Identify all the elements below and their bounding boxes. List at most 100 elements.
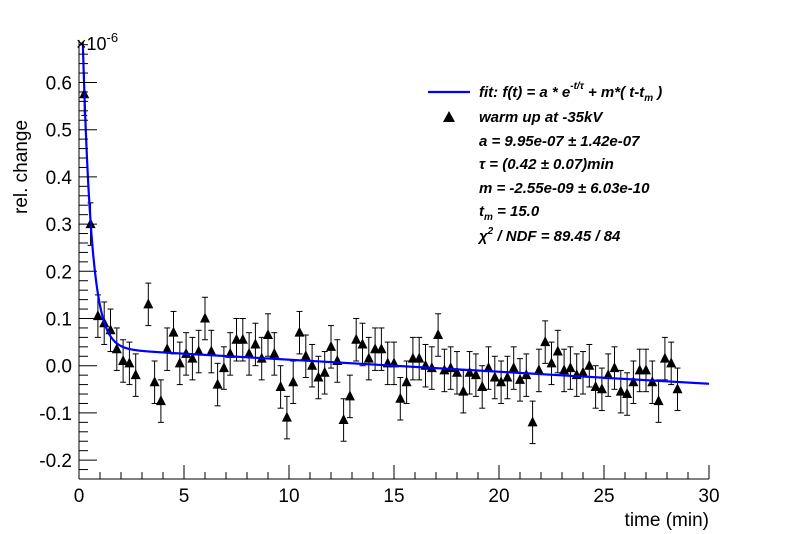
legend-param-tm: tm = 15.0 (479, 203, 540, 223)
triangle-marker (263, 329, 273, 340)
data-point (672, 367, 683, 412)
triangle-marker (174, 357, 185, 368)
triangle-marker (546, 357, 557, 368)
data-point (149, 360, 160, 404)
data-point (533, 348, 544, 393)
data-point (269, 332, 280, 376)
data-point (143, 282, 154, 327)
data-point (281, 395, 292, 440)
data-point (275, 365, 286, 409)
y-axis-title: rel. change (11, 120, 32, 214)
data-point (647, 360, 658, 404)
triangle-marker (464, 366, 475, 377)
triangle-marker (672, 383, 683, 394)
x-axis-title: time (min) (625, 510, 709, 531)
data-point (496, 360, 507, 404)
data-point (218, 346, 229, 390)
triangle-marker (659, 352, 670, 363)
data-point (363, 336, 374, 381)
data-point (168, 310, 179, 355)
fit-curve (81, 41, 710, 385)
data-point (464, 351, 475, 395)
legend-data-label: warm up at -35kV (479, 109, 604, 126)
triangle-marker (357, 338, 368, 349)
triangle-marker (231, 333, 242, 344)
x-tick-label: 0 (74, 486, 85, 507)
y-tick-label: -0.1 (39, 404, 72, 425)
triangle-marker (294, 326, 305, 337)
triangle-marker (609, 362, 620, 373)
triangle-marker (275, 380, 286, 391)
triangle-marker (313, 371, 324, 382)
triangle-marker (584, 359, 595, 370)
data-point (584, 343, 595, 388)
triangle-marker (578, 366, 588, 377)
data-point (540, 320, 551, 364)
data-point (351, 318, 362, 362)
data-point (414, 336, 425, 381)
plot-frame (78, 40, 709, 480)
data-point (615, 369, 626, 414)
data-point (407, 336, 418, 381)
data-point (477, 365, 488, 409)
data-point (92, 294, 103, 338)
triangle-marker (565, 362, 576, 373)
triangle-marker (162, 343, 173, 354)
triangle-marker (596, 383, 607, 394)
triangle-marker (489, 371, 500, 382)
triangle-marker (206, 345, 217, 356)
data-point (628, 360, 639, 404)
y-axis-multiplier: ×10-6 (76, 30, 118, 54)
data-point (515, 358, 525, 402)
data-point (609, 346, 620, 390)
triangle-marker (130, 369, 141, 380)
data-point (206, 329, 217, 374)
data-point (376, 327, 387, 371)
triangle-marker (628, 376, 639, 387)
triangle-marker (300, 350, 311, 361)
y-tick-label: 0.2 (46, 262, 72, 283)
data-point (458, 369, 469, 414)
data-point (641, 348, 651, 393)
data-layer (79, 72, 683, 445)
triangle-marker (445, 362, 456, 373)
x-tick-label: 15 (383, 486, 404, 507)
data-point (162, 327, 173, 371)
y-tick-label: -0.2 (39, 451, 72, 472)
data-point (578, 351, 588, 395)
y-tick-label: 0.3 (46, 215, 72, 236)
data-point (313, 355, 324, 400)
legend-param-chi2: χ2 / NDF = 89.45 / 84 (477, 226, 621, 245)
triangle-marker (477, 380, 488, 391)
triangle-marker (590, 380, 601, 391)
triangle-marker (111, 343, 122, 354)
triangle-marker (281, 411, 292, 422)
data-point (508, 346, 519, 390)
data-point (187, 336, 198, 381)
data-point (174, 341, 185, 386)
data-point (452, 351, 462, 395)
data-point (590, 365, 601, 409)
triangle-marker (168, 326, 179, 337)
data-point (502, 355, 513, 400)
data-point (527, 400, 538, 445)
triangle-marker (326, 340, 336, 351)
triangle-marker (237, 333, 248, 344)
y-tick-label: 0.0 (46, 357, 72, 378)
axis-ticks: 0 5 10 15 20 25 30 -0.2 -0.1 0.0 0.1 0.2 0.3 0.4 0.5 0.… (39, 44, 720, 507)
y-tick-label: 0.6 (46, 73, 72, 94)
multiplier-exponent: -6 (107, 30, 119, 45)
triangle-marker (458, 385, 469, 396)
triangle-marker (622, 388, 633, 399)
data-point (521, 353, 532, 397)
data-point (326, 325, 336, 369)
data-point (401, 360, 412, 404)
data-point (603, 353, 614, 397)
triangle-marker (376, 343, 387, 354)
data-point (596, 367, 607, 412)
triangle-marker (370, 343, 381, 354)
legend-fit-label: fit: f(t) = a * e-t/τ + m*( t-tm ) (479, 81, 662, 104)
triangle-marker (641, 364, 651, 375)
multiplier-base: ×10 (76, 34, 107, 54)
legend-param-tau: τ = (0.42 ± 0.07)min (479, 156, 614, 173)
